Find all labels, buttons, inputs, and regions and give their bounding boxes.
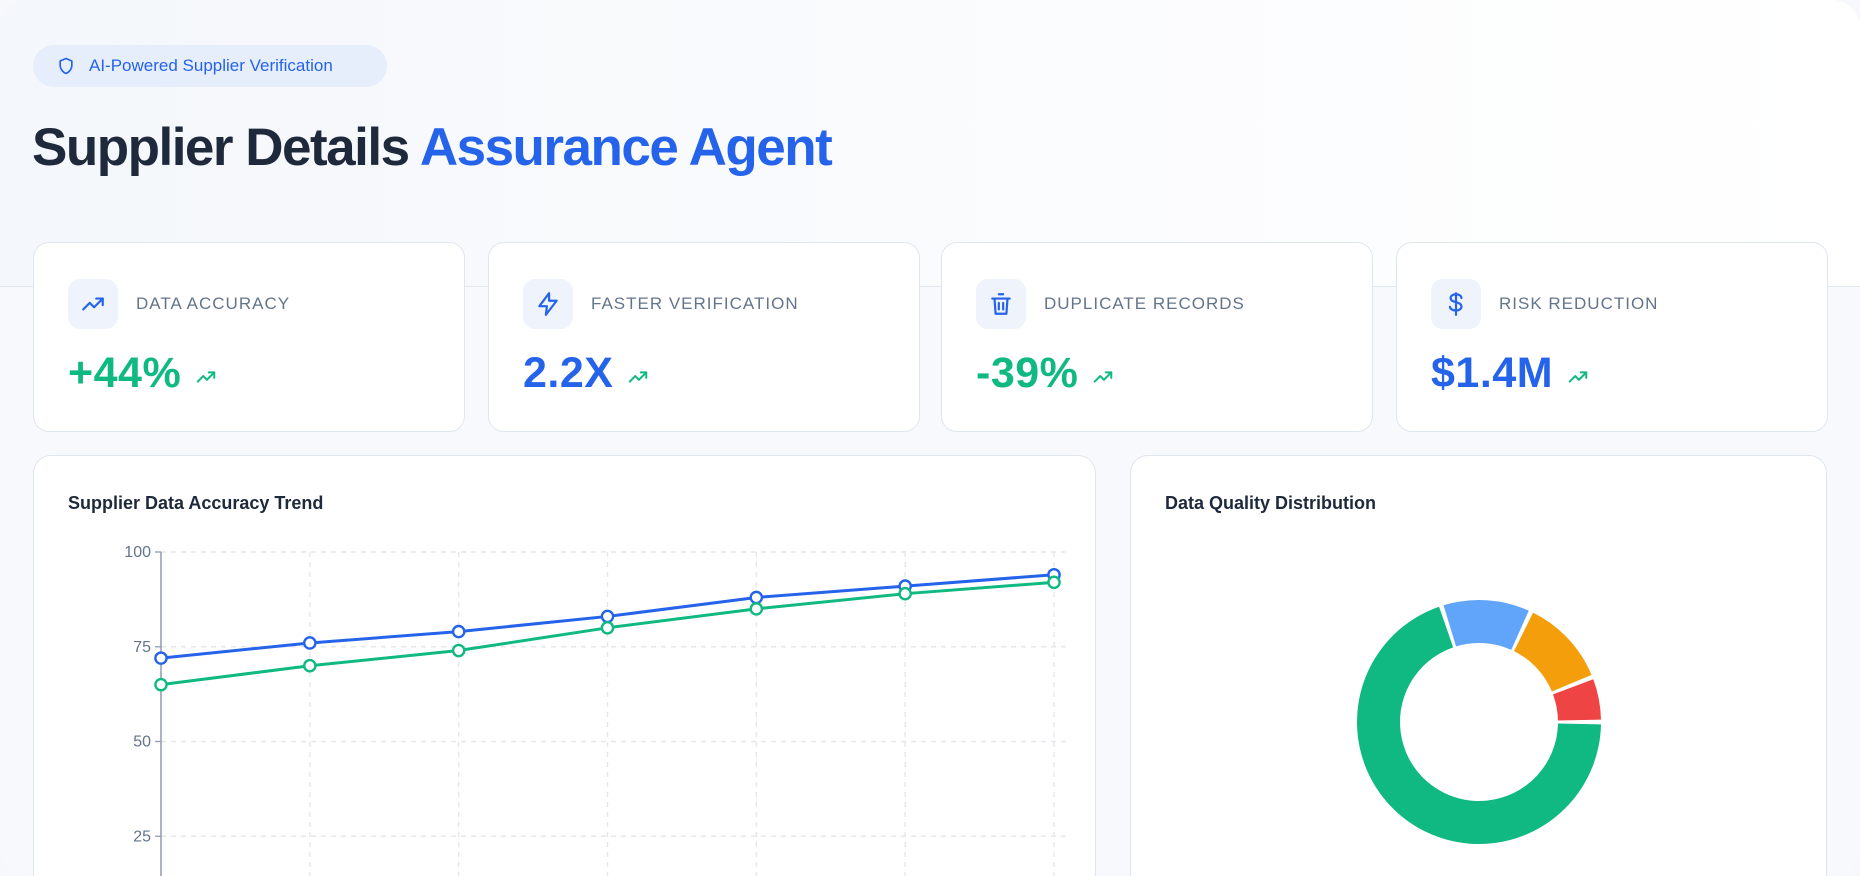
verification-badge: AI-Powered Supplier Verification xyxy=(33,45,387,87)
line-point-series-2-point-2 xyxy=(303,658,317,673)
stat-card-risk-reduction: RISK REDUCTION $1.4M xyxy=(1396,242,1828,432)
stat-value: -39% xyxy=(976,349,1079,397)
badge-label: AI-Powered Supplier Verification xyxy=(89,56,333,75)
accuracy-trend-title: Supplier Data Accuracy Trend xyxy=(68,493,324,513)
stat-label: RISK REDUCTION xyxy=(1499,294,1659,313)
line-point-series-2-point-4 xyxy=(600,620,615,635)
stat-label: DATA ACCURACY xyxy=(136,294,291,313)
stat-card-duplicate-records: DUPLICATE RECORDS -39% xyxy=(941,242,1373,432)
line-point-series-2-point-1 xyxy=(154,677,168,692)
line-point-series-1-point-2 xyxy=(303,636,317,650)
stat-label: DUPLICATE RECORDS xyxy=(1044,294,1245,313)
line-point-series-2-point-5 xyxy=(749,602,764,616)
line-point-series-2-point-3 xyxy=(451,643,466,658)
dollar-icon xyxy=(1431,279,1481,329)
small-trend-up-icon xyxy=(195,366,217,388)
quality-distribution-title: Data Quality Distribution xyxy=(1165,493,1377,513)
stat-value-row: +44% xyxy=(68,347,217,399)
trend-up-icon xyxy=(68,279,118,329)
stat-value: $1.4M xyxy=(1431,349,1554,397)
stat-value: 2.2X xyxy=(523,349,614,397)
small-trend-up-icon xyxy=(627,366,649,388)
small-trend-up-icon xyxy=(1092,366,1114,388)
quality-distribution-chart xyxy=(1357,600,1601,844)
stat-card-faster-verification: FASTER VERIFICATION 2.2X xyxy=(488,242,920,432)
trash-icon xyxy=(976,279,1026,329)
y-axis-tick-label-100: 100 xyxy=(124,544,151,561)
line-point-series-1-point-4 xyxy=(600,609,615,624)
line-point-series-1-point-5 xyxy=(749,590,764,605)
line-point-series-2-point-6 xyxy=(898,586,912,601)
stat-value-row: $1.4M xyxy=(1431,347,1589,399)
donut-slice-4 xyxy=(1552,679,1601,721)
title-main: Supplier Details xyxy=(32,118,410,177)
stat-value: +44% xyxy=(68,349,182,397)
line-point-series-1-point-3 xyxy=(451,624,466,639)
donut-slice-2 xyxy=(1443,600,1529,650)
y-axis-tick-label-75: 75 xyxy=(133,639,151,656)
donut-slice-3 xyxy=(1514,612,1592,692)
stat-value-row: -39% xyxy=(976,347,1114,399)
small-trend-up-icon xyxy=(1567,366,1589,388)
quality-distribution-panel: Data Quality Distribution xyxy=(1130,455,1827,876)
accuracy-trend-panel: Supplier Data Accuracy Trend 25 50 75 100 xyxy=(33,455,1096,876)
lightning-icon xyxy=(523,279,573,329)
page-title: Supplier Details Assurance Agent xyxy=(32,113,833,183)
accuracy-trend-chart: 25 50 75 100 xyxy=(124,544,1066,876)
shield-icon xyxy=(56,56,76,76)
hero-section: AI-Powered Supplier Verification Supplie… xyxy=(0,0,1860,287)
stat-label: FASTER VERIFICATION xyxy=(591,294,799,313)
title-accent: Assurance Agent xyxy=(419,118,833,177)
stat-value-row: 2.2X xyxy=(523,347,649,399)
line-point-series-2-point-7 xyxy=(1047,575,1061,590)
stat-card-data-accuracy: DATA ACCURACY +44% xyxy=(33,242,465,432)
line-point-series-1-point-1 xyxy=(154,651,168,665)
y-axis-tick-label-50: 50 xyxy=(133,734,151,751)
y-axis-tick-label-25: 25 xyxy=(133,828,151,845)
donut-slice-1 xyxy=(1357,606,1601,844)
